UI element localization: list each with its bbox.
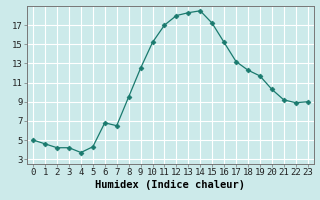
X-axis label: Humidex (Indice chaleur): Humidex (Indice chaleur)	[95, 180, 245, 190]
